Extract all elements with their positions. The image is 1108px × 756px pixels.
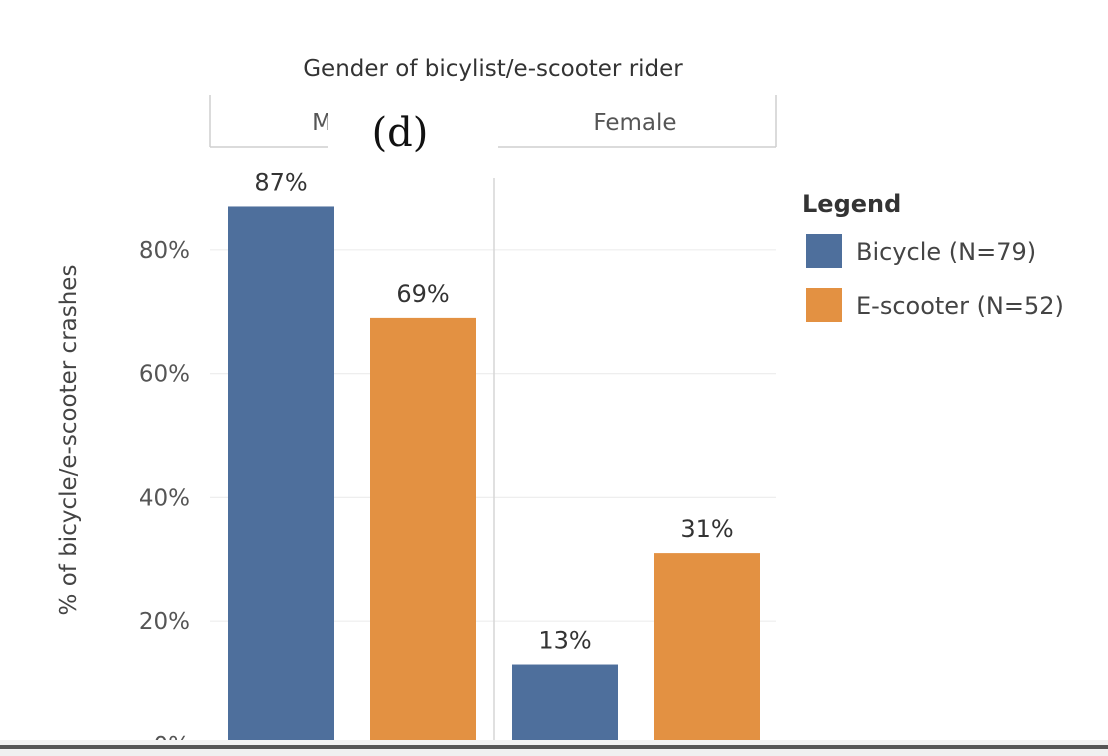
legend-entry-label: E-scooter (N=52) (856, 292, 1064, 320)
legend: Legend Bicycle (N=79) E-scooter (N=52) (802, 190, 1064, 322)
legend-swatch (806, 234, 842, 268)
bar (228, 206, 334, 746)
bars (228, 206, 760, 746)
y-tick-label: 80% (139, 238, 190, 264)
category-label: M (312, 110, 332, 136)
y-tick-label: 60% (139, 362, 190, 388)
bar-value-label: 69% (396, 280, 449, 308)
column-header-title: Gender of bicylist/e-scooter rider (303, 56, 683, 82)
bar (370, 317, 476, 745)
bar (654, 553, 760, 745)
column-header: Gender of bicylist/e-scooter rider M Fema… (209, 56, 777, 148)
legend-title: Legend (802, 190, 901, 218)
legend-entry-label: Bicycle (N=79) (856, 238, 1036, 266)
bar-value-labels: 87% 69% 13% 31% (254, 168, 733, 654)
bar-value-label: 87% (254, 168, 307, 196)
y-tick-labels: 0%20%40%60%80% (139, 238, 190, 756)
y-tick-label: 20% (139, 609, 190, 635)
category-labels: M Female (312, 110, 677, 136)
legend-swatch (806, 288, 842, 322)
y-axis-label: % of bicycle/e-scooter crashes (56, 265, 82, 616)
panel-label-background (328, 88, 498, 178)
bar-value-label: 13% (538, 627, 591, 655)
panel-label: (d) (372, 110, 429, 156)
y-tick-label: 40% (139, 485, 190, 511)
category-label: Female (593, 110, 676, 136)
bar-value-label: 31% (680, 515, 733, 543)
bar (512, 664, 618, 745)
